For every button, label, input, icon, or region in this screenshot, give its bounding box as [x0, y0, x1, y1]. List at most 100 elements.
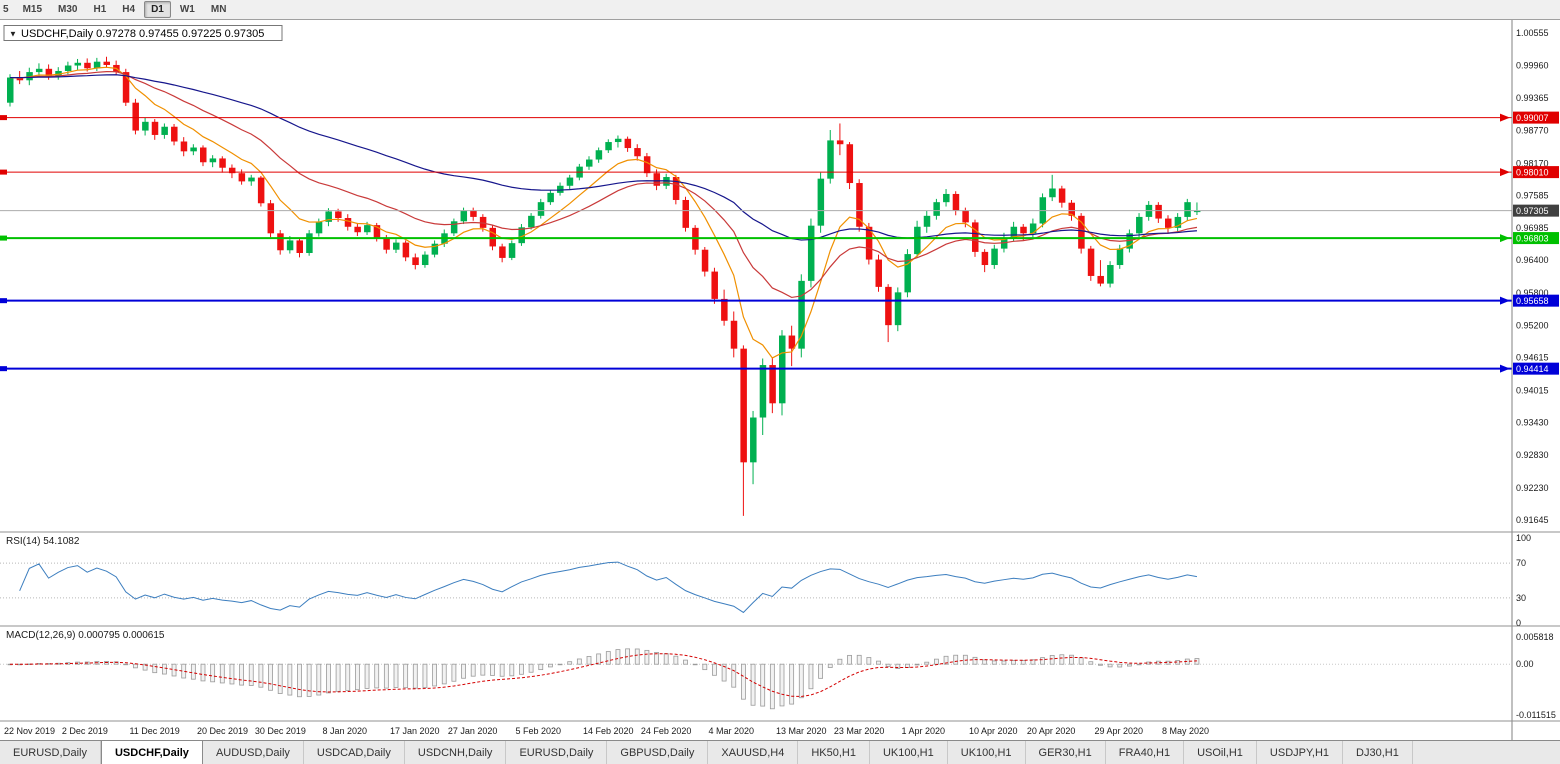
- timeframe-button-h4[interactable]: H4: [122, 4, 136, 15]
- chart-tab-ger30-h1[interactable]: GER30,H1: [1026, 741, 1106, 764]
- chart-tab-fra40-h1[interactable]: FRA40,H1: [1106, 741, 1185, 764]
- macd-histogram-bar: [885, 663, 891, 667]
- candle-body: [238, 173, 246, 182]
- candle-body: [64, 65, 72, 71]
- candle-body: [817, 178, 825, 226]
- date-label: 17 Jan 2020: [390, 726, 440, 736]
- macd-histogram-bar: [644, 649, 650, 665]
- symbol-label-box: [3, 25, 283, 41]
- chart-tab-uk100-h1[interactable]: UK100,H1: [948, 741, 1026, 764]
- macd-histogram-bar: [451, 663, 457, 682]
- macd-histogram-bar: [268, 663, 273, 691]
- date-label: 11 Dec 2019: [129, 726, 179, 736]
- candle-body: [721, 298, 728, 321]
- chart-tab-usdcnh-daily[interactable]: USDCNH,Daily: [405, 741, 507, 764]
- chart-tab-usdjpy-h1[interactable]: USDJPY,H1: [1257, 741, 1344, 764]
- price-axis[interactable]: 1.00555 0.99960 0.99365 0.98770 0.98170 0.975…: [0, 20, 1560, 740]
- price-tag: [1513, 294, 1559, 307]
- macd-histogram-bar: [1030, 659, 1036, 665]
- chart-tab-gbpusd-daily[interactable]: GBPUSD,Daily: [607, 741, 709, 764]
- timeframe-button-m30[interactable]: M30: [58, 4, 78, 15]
- macd-histogram-bar: [548, 663, 553, 668]
- rsi-axis-label: 0: [1516, 618, 1521, 628]
- candle-body: [1097, 275, 1104, 284]
- candle-body: [373, 225, 381, 238]
- candle-body: [306, 233, 313, 253]
- price-axis-label: 1.00555: [1516, 28, 1549, 38]
- candle-body: [682, 199, 689, 228]
- timeframe-button-w1[interactable]: W1: [179, 4, 195, 15]
- date-label: 13 Mar 2020: [776, 726, 827, 736]
- candle-body: [557, 185, 564, 193]
- macd-histogram-bar: [586, 656, 592, 665]
- candle-body: [335, 211, 342, 219]
- macd-histogram-bar: [837, 658, 843, 665]
- macd-histogram-bar: [769, 663, 775, 710]
- date-axis[interactable]: 22 Nov 2019 2 Dec 2019 11 Dec 2019 20 Dec 2…: [4, 726, 1209, 736]
- price-chart[interactable]: 1.00555 0.99960 0.99365 0.98770 0.98170 0.975…: [0, 20, 1560, 740]
- timeframe-button-5[interactable]: 5: [3, 4, 9, 15]
- candle-body: [981, 251, 989, 266]
- candle-body: [885, 286, 892, 326]
- price-axis-label: 0.98770: [1516, 126, 1549, 136]
- candle-body: [1068, 202, 1075, 216]
- candle-body: [605, 142, 612, 151]
- price-axis-label: 0.95200: [1516, 321, 1549, 331]
- symbol-label[interactable]: ▼ USDCHF,Daily 0.97278 0.97455 0.97225 0…: [3, 25, 283, 41]
- date-label: 1 Apr 2020: [901, 726, 945, 736]
- macd-histogram-bar: [605, 651, 611, 665]
- macd-histogram-bar: [470, 663, 476, 677]
- macd-histogram-bar: [258, 663, 264, 688]
- macd-histogram-bar: [528, 663, 534, 673]
- price-axis-label: 0.95800: [1516, 288, 1549, 298]
- chart-tab-eurusd-daily[interactable]: EURUSD,Daily: [0, 741, 101, 764]
- chart-tab-usdchf-daily[interactable]: USDCHF,Daily: [100, 741, 203, 764]
- macd-axis-label: 0.005818: [1516, 632, 1554, 642]
- ma-fast-orange: [9, 66, 1198, 359]
- ma-medium-red: [9, 71, 1198, 299]
- horizontal-lines-layer: [0, 113, 1512, 373]
- price-axis-label: 0.99365: [1516, 93, 1549, 103]
- timeframe-button-m15[interactable]: M15: [22, 4, 43, 15]
- chart-tab-uk100-h1[interactable]: UK100,H1: [870, 741, 948, 764]
- candle-body: [769, 365, 776, 404]
- macd-histogram-bar: [383, 663, 389, 689]
- macd-histogram-bar: [634, 648, 640, 665]
- macd-histogram-bar: [441, 663, 447, 685]
- candle-body: [122, 72, 130, 103]
- chart-tab-hk50-h1[interactable]: HK50,H1: [798, 741, 870, 764]
- symbol-dropdown-icon[interactable]: ▼: [9, 30, 17, 39]
- line-left-marker: [0, 235, 7, 241]
- chart-tab-dj30-h1[interactable]: DJ30,H1: [1343, 741, 1413, 764]
- macd-histogram-bar: [789, 663, 795, 705]
- candle-body: [991, 248, 998, 266]
- candle-body: [1174, 216, 1182, 228]
- chart-tab-xauusd-h4[interactable]: XAUUSD,H4: [708, 741, 799, 764]
- timeframe-button-d1[interactable]: D1: [144, 1, 171, 18]
- candle-body: [431, 243, 439, 255]
- date-label: 27 Jan 2020: [448, 726, 498, 736]
- macd-histogram-bar: [113, 661, 119, 665]
- macd-histogram-bar: [354, 663, 360, 691]
- candle-body: [1049, 188, 1056, 198]
- rsi-axis-label: 100: [1516, 533, 1531, 543]
- candle-body: [904, 254, 911, 293]
- macd-histogram-bar: [760, 663, 766, 707]
- chart-tab-eurusd-daily[interactable]: EURUSD,Daily: [506, 741, 608, 764]
- candle-body: [1087, 248, 1095, 276]
- candle-body: [672, 177, 680, 200]
- timeframe-button-h1[interactable]: H1: [93, 4, 107, 15]
- candle-body: [711, 271, 718, 299]
- macd-histogram-bar: [200, 663, 206, 682]
- line-left-marker: [0, 115, 7, 121]
- chart-tab-usdcad-daily[interactable]: USDCAD,Daily: [304, 741, 405, 764]
- date-label: 24 Feb 2020: [641, 726, 692, 736]
- macd-histogram-bar: [721, 663, 727, 682]
- price-axis-label: 0.92230: [1516, 483, 1549, 493]
- chart-tab-audusd-daily[interactable]: AUDUSD,Daily: [203, 741, 304, 764]
- macd-histogram-bar: [480, 663, 486, 676]
- candle-body: [286, 240, 294, 251]
- macd-histogram-bar: [866, 657, 872, 665]
- chart-tab-usoil-h1[interactable]: USOil,H1: [1184, 741, 1257, 764]
- timeframe-button-mn[interactable]: MN: [210, 4, 227, 15]
